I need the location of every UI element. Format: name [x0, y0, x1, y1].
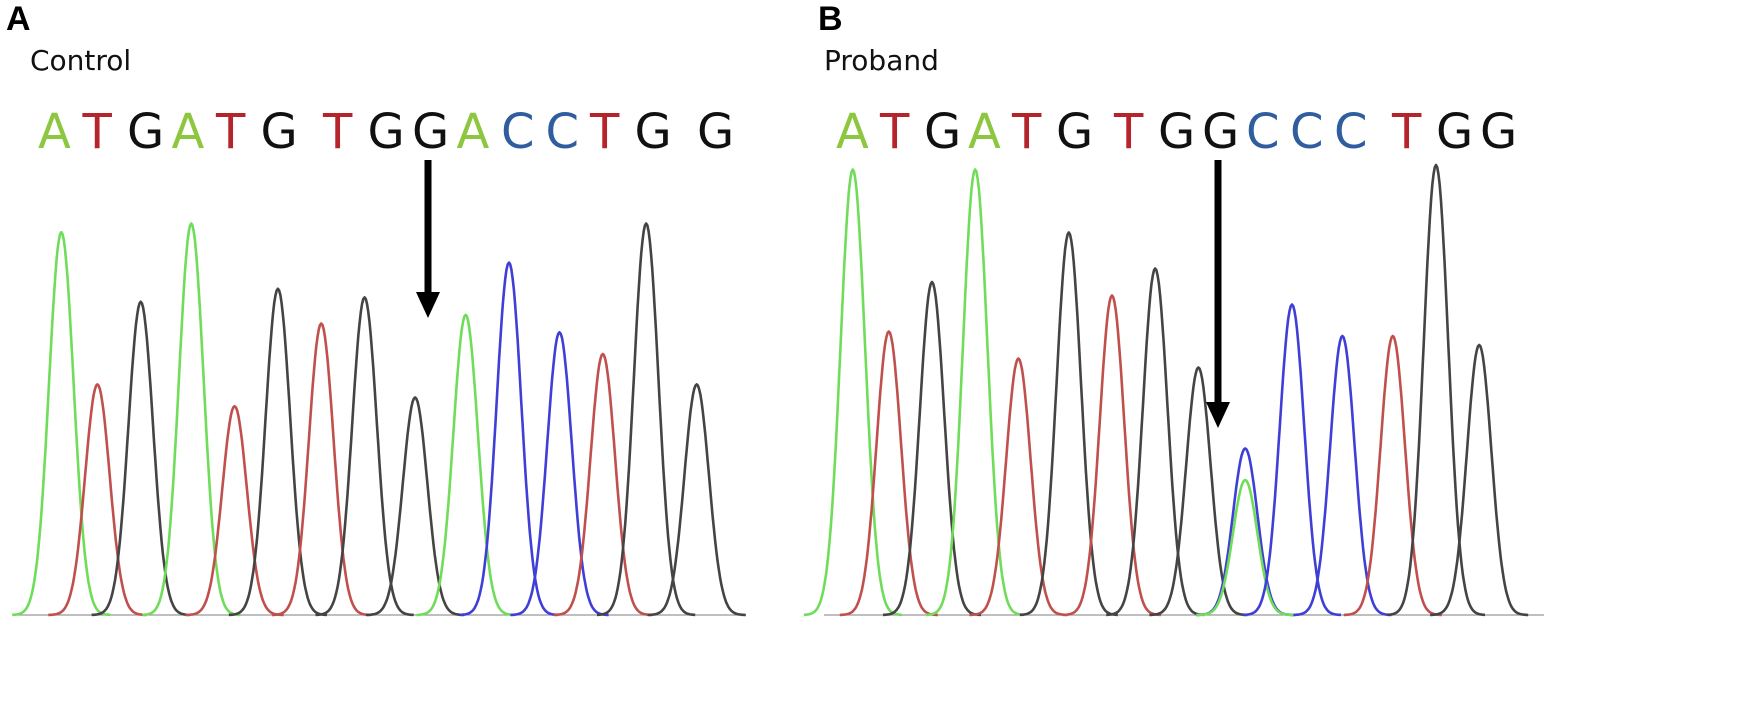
peak-guanine-14 [1387, 163, 1485, 617]
base-call-guanine: G [1202, 104, 1239, 160]
peak-guanine-8 [1149, 366, 1248, 617]
panel-title: Control [30, 44, 132, 77]
base-call-guanine: G [412, 104, 449, 160]
base-call-adenine: A [968, 104, 1001, 160]
base-call-cytosine: C [1334, 104, 1368, 160]
peak-thymine-13 [1343, 334, 1442, 617]
peak-adenine-3 [142, 222, 241, 617]
base-call-adenine: A [172, 104, 205, 160]
base-call-guanine: G [1436, 104, 1473, 160]
peak-guanine-13 [596, 222, 696, 617]
peak-cytosine-10 [459, 261, 559, 617]
peak-guanine-14 [647, 383, 746, 617]
base-call-thymine: T [1391, 104, 1422, 160]
peak-guanine-2 [882, 280, 982, 617]
base-call-cytosine: C [546, 104, 580, 160]
peak-adenine-9 [416, 313, 515, 617]
peak-thymine-12 [553, 352, 652, 617]
peak-thymine-4 [185, 404, 284, 617]
base-call-guanine: G [697, 104, 734, 160]
base-call-adenine: A [836, 104, 869, 160]
peak-thymine-4 [969, 357, 1068, 617]
base-call-adenine: A [38, 104, 71, 160]
peak-thymine-6 [1062, 294, 1162, 617]
base-call-thymine: T [215, 104, 246, 160]
mutation-arrow-icon [416, 160, 440, 318]
peak-adenine-10 [1196, 478, 1295, 617]
base-call-cytosine: C [1246, 104, 1280, 160]
base-call-thymine: T [589, 104, 620, 160]
peak-guanine-5 [228, 287, 328, 617]
base-call-guanine: G [635, 104, 672, 160]
panel-title: Proband [824, 44, 939, 77]
base-call-guanine: G [924, 104, 961, 160]
peak-cytosine-11 [1242, 303, 1342, 617]
base-call-guanine: G [261, 104, 298, 160]
base-call-thymine: T [322, 104, 353, 160]
base-call-cytosine: C [1290, 104, 1324, 160]
peak-thymine-6 [272, 322, 371, 617]
peak-guanine-15 [1430, 343, 1529, 617]
peak-adenine-0 [803, 168, 902, 617]
peak-thymine-1 [48, 383, 147, 617]
panel-label: B [818, 0, 843, 38]
base-call-guanine: G [1480, 104, 1517, 160]
peak-guanine-2 [91, 300, 190, 617]
base-call-guanine: G [368, 104, 405, 160]
base-call-guanine: G [1056, 104, 1093, 160]
peak-cytosine-11 [510, 331, 609, 617]
base-call-adenine: A [457, 104, 490, 160]
base-call-guanine: G [1158, 104, 1195, 160]
peak-guanine-7 [315, 296, 414, 617]
base-call-thymine: T [879, 104, 910, 160]
base-call-thymine: T [1011, 104, 1042, 160]
base-call-guanine: G [127, 104, 164, 160]
peak-guanine-5 [1019, 231, 1118, 617]
mutation-arrow-icon [1206, 160, 1230, 428]
peak-guanine-7 [1106, 267, 1205, 617]
peak-adenine-0 [12, 230, 111, 617]
peak-cytosine-12 [1293, 334, 1392, 617]
panel-label: A [6, 0, 31, 38]
base-call-cytosine: C [501, 104, 535, 160]
base-call-thymine: T [1113, 104, 1144, 160]
peak-adenine-3 [926, 168, 1025, 617]
peak-guanine-8 [365, 396, 465, 617]
peak-thymine-1 [839, 330, 938, 617]
base-call-thymine: T [82, 104, 113, 160]
